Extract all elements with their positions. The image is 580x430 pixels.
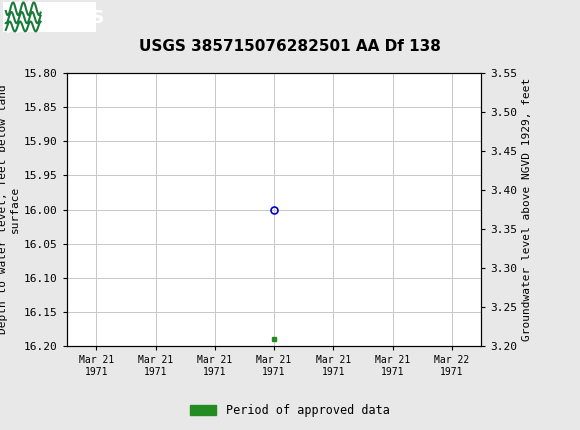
Legend: Period of approved data: Period of approved data <box>186 399 394 422</box>
Y-axis label: Depth to water level, feet below land
surface: Depth to water level, feet below land su… <box>0 85 20 335</box>
Y-axis label: Groundwater level above NGVD 1929, feet: Groundwater level above NGVD 1929, feet <box>521 78 532 341</box>
Bar <box>3 3 96 32</box>
Text: USGS: USGS <box>49 9 104 27</box>
Text: USGS 385715076282501 AA Df 138: USGS 385715076282501 AA Df 138 <box>139 39 441 54</box>
